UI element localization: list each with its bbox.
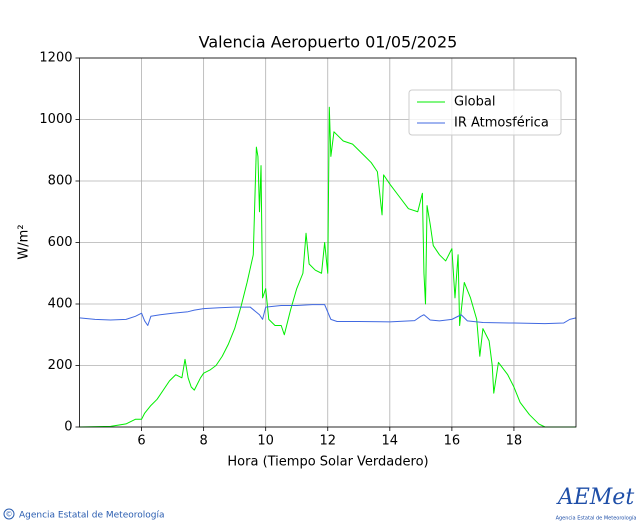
legend-label: Global [454, 95, 495, 110]
x-tick-label: 18 [506, 434, 523, 449]
x-tick-label: 16 [444, 434, 461, 449]
y-tick-label: 800 [48, 174, 73, 189]
x-tick-label: 14 [382, 434, 399, 449]
series-line [79, 304, 577, 327]
logo: AEMet [556, 485, 634, 510]
copyright-symbol: © [6, 511, 13, 519]
legend-box [408, 89, 562, 136]
y-tick-label: 600 [48, 235, 73, 250]
y-tick-label: 1000 [39, 112, 72, 127]
y-tick-label: 0 [64, 420, 72, 435]
copyright-icon [3, 508, 15, 520]
y-tick-label: 1200 [39, 51, 72, 66]
series-line [79, 106, 576, 428]
footer-credit: Agencia Estatal de Meteorología [19, 511, 165, 521]
y-axis-label: W/m² [17, 224, 32, 259]
x-tick-label: 12 [319, 434, 336, 449]
x-tick-label: 6 [137, 434, 145, 449]
chart-title: Valencia Aeropuerto 01/05/2025 [199, 33, 458, 52]
logo-caption: Agencia Estatal de Meteorología [556, 515, 637, 522]
y-tick-label: 400 [48, 297, 73, 312]
x-tick-label: 8 [199, 434, 207, 449]
x-axis-label: Hora (Tiempo Solar Verdadero) [227, 455, 428, 470]
legend-label: IR Atmosférica [454, 116, 549, 131]
plot-frame [79, 57, 577, 428]
y-tick-label: 200 [48, 358, 73, 373]
x-tick-label: 10 [257, 434, 274, 449]
